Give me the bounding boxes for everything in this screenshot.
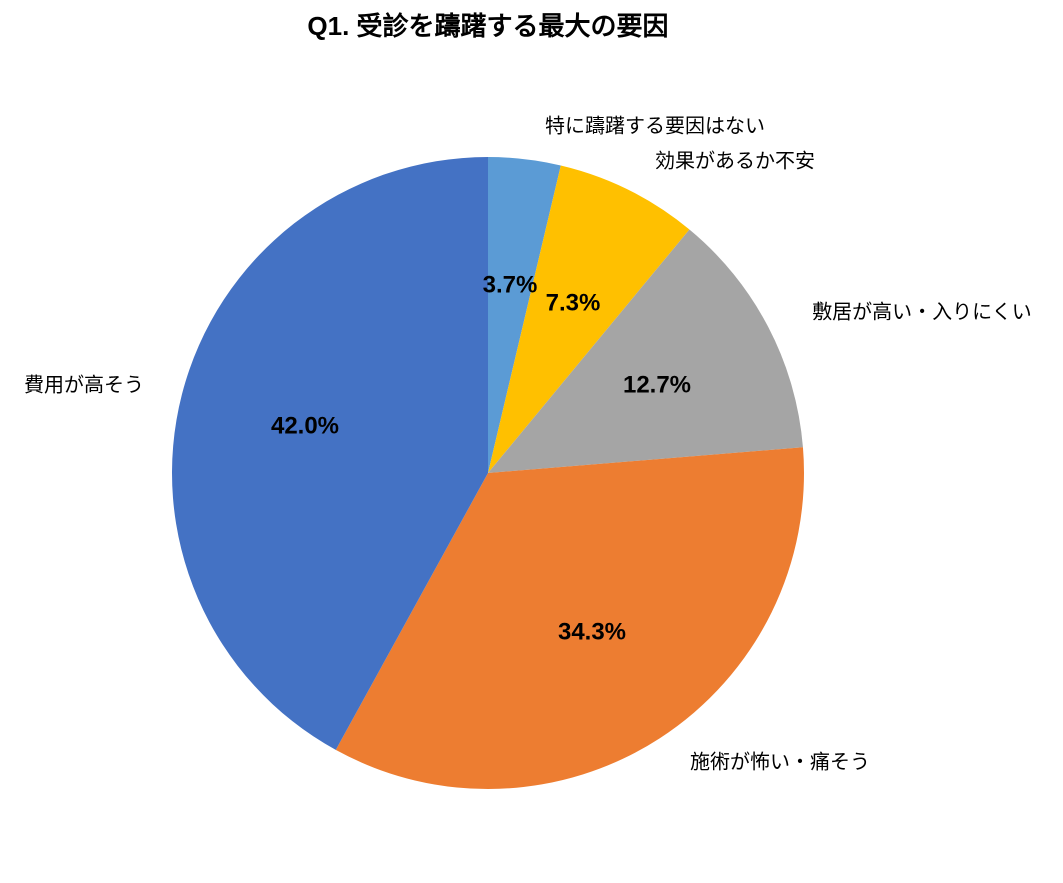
- pie-slice: [488, 165, 690, 474]
- pie-slice: [488, 229, 803, 473]
- category-label: 特に躊躇する要因はない: [545, 114, 765, 137]
- pie-slice: [488, 157, 561, 473]
- category-label: 敷居が高い・入りにくい: [812, 300, 1032, 323]
- value-label: 12.7%: [623, 371, 691, 398]
- value-label: 7.3%: [546, 289, 601, 316]
- value-label: 34.3%: [558, 618, 626, 645]
- pie-slice: [335, 447, 804, 789]
- category-label: 効果があるか不安: [655, 149, 815, 172]
- value-label: 42.0%: [271, 412, 339, 439]
- category-label: 施術が怖い・痛そう: [690, 750, 870, 773]
- value-label: 3.7%: [483, 271, 538, 298]
- pie-slice: [171, 157, 488, 750]
- chart-title: Q1. 受診を躊躇する最大の要因: [307, 11, 668, 41]
- category-label: 費用が高そう: [24, 373, 144, 396]
